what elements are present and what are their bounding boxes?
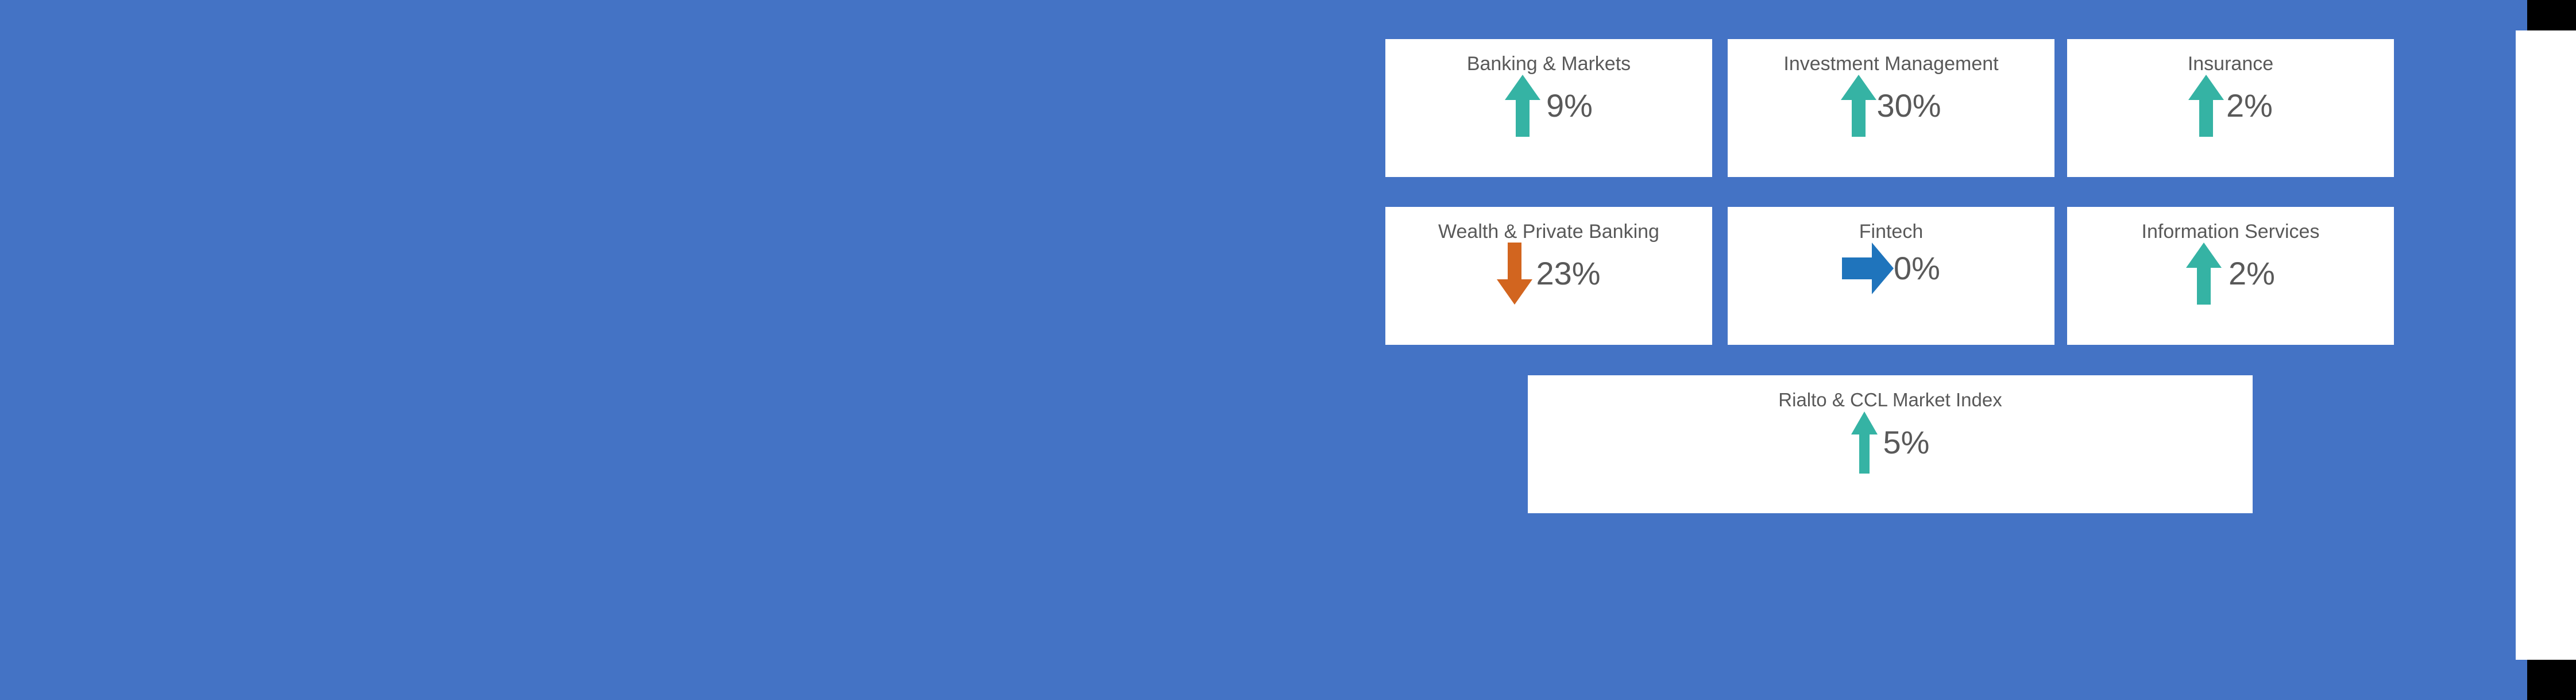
arrow-up-icon — [2186, 243, 2222, 305]
edge-panel — [2516, 30, 2576, 660]
card-title: Wealth & Private Banking — [1438, 221, 1659, 243]
card-title: Fintech — [1859, 221, 1924, 243]
card-metric: 30% — [1841, 75, 1941, 137]
card-metric: 0% — [1842, 243, 1940, 294]
card-value: 30% — [1876, 87, 1941, 124]
arrow-up-icon — [1841, 75, 1877, 137]
metric-card-wealth-private-banking[interactable]: Wealth & Private Banking 23% — [1385, 207, 1712, 345]
card-value: 5% — [1883, 424, 1930, 460]
card-title: Banking & Markets — [1466, 53, 1631, 75]
arrow-up-icon — [2188, 75, 2224, 137]
card-value: 2% — [2229, 255, 2275, 291]
arrow-up-icon — [1851, 411, 1878, 474]
card-metric: 2% — [2188, 75, 2273, 137]
arrow-down-icon — [1497, 243, 1533, 305]
card-metric: 23% — [1497, 243, 1601, 305]
card-value: 9% — [1546, 87, 1593, 124]
metric-card-market-index[interactable]: Rialto & CCL Market Index 5% — [1528, 375, 2253, 513]
card-title: Information Services — [2141, 221, 2320, 243]
card-value: 2% — [2226, 87, 2273, 124]
card-value: 0% — [1894, 250, 1940, 286]
card-title: Investment Management — [1783, 53, 1999, 75]
metric-card-investment-management[interactable]: Investment Management 30% — [1728, 39, 2054, 177]
card-metric: 2% — [2186, 243, 2275, 305]
card-value: 23% — [1536, 255, 1601, 291]
card-metric: 9% — [1505, 75, 1593, 137]
metric-card-insurance[interactable]: Insurance 2% — [2067, 39, 2394, 177]
edge-bar-top — [2527, 0, 2576, 30]
card-metric: 5% — [1851, 411, 1930, 474]
metric-card-fintech[interactable]: Fintech 0% — [1728, 207, 2054, 345]
card-title: Rialto & CCL Market Index — [1778, 389, 2002, 410]
metric-card-information-services[interactable]: Information Services 2% — [2067, 207, 2394, 345]
arrow-up-icon — [1505, 75, 1541, 137]
edge-bar-bottom — [2527, 660, 2576, 700]
card-title: Insurance — [2187, 53, 2274, 75]
metric-card-banking-markets[interactable]: Banking & Markets 9% — [1385, 39, 1712, 177]
arrow-right-icon — [1842, 243, 1894, 294]
